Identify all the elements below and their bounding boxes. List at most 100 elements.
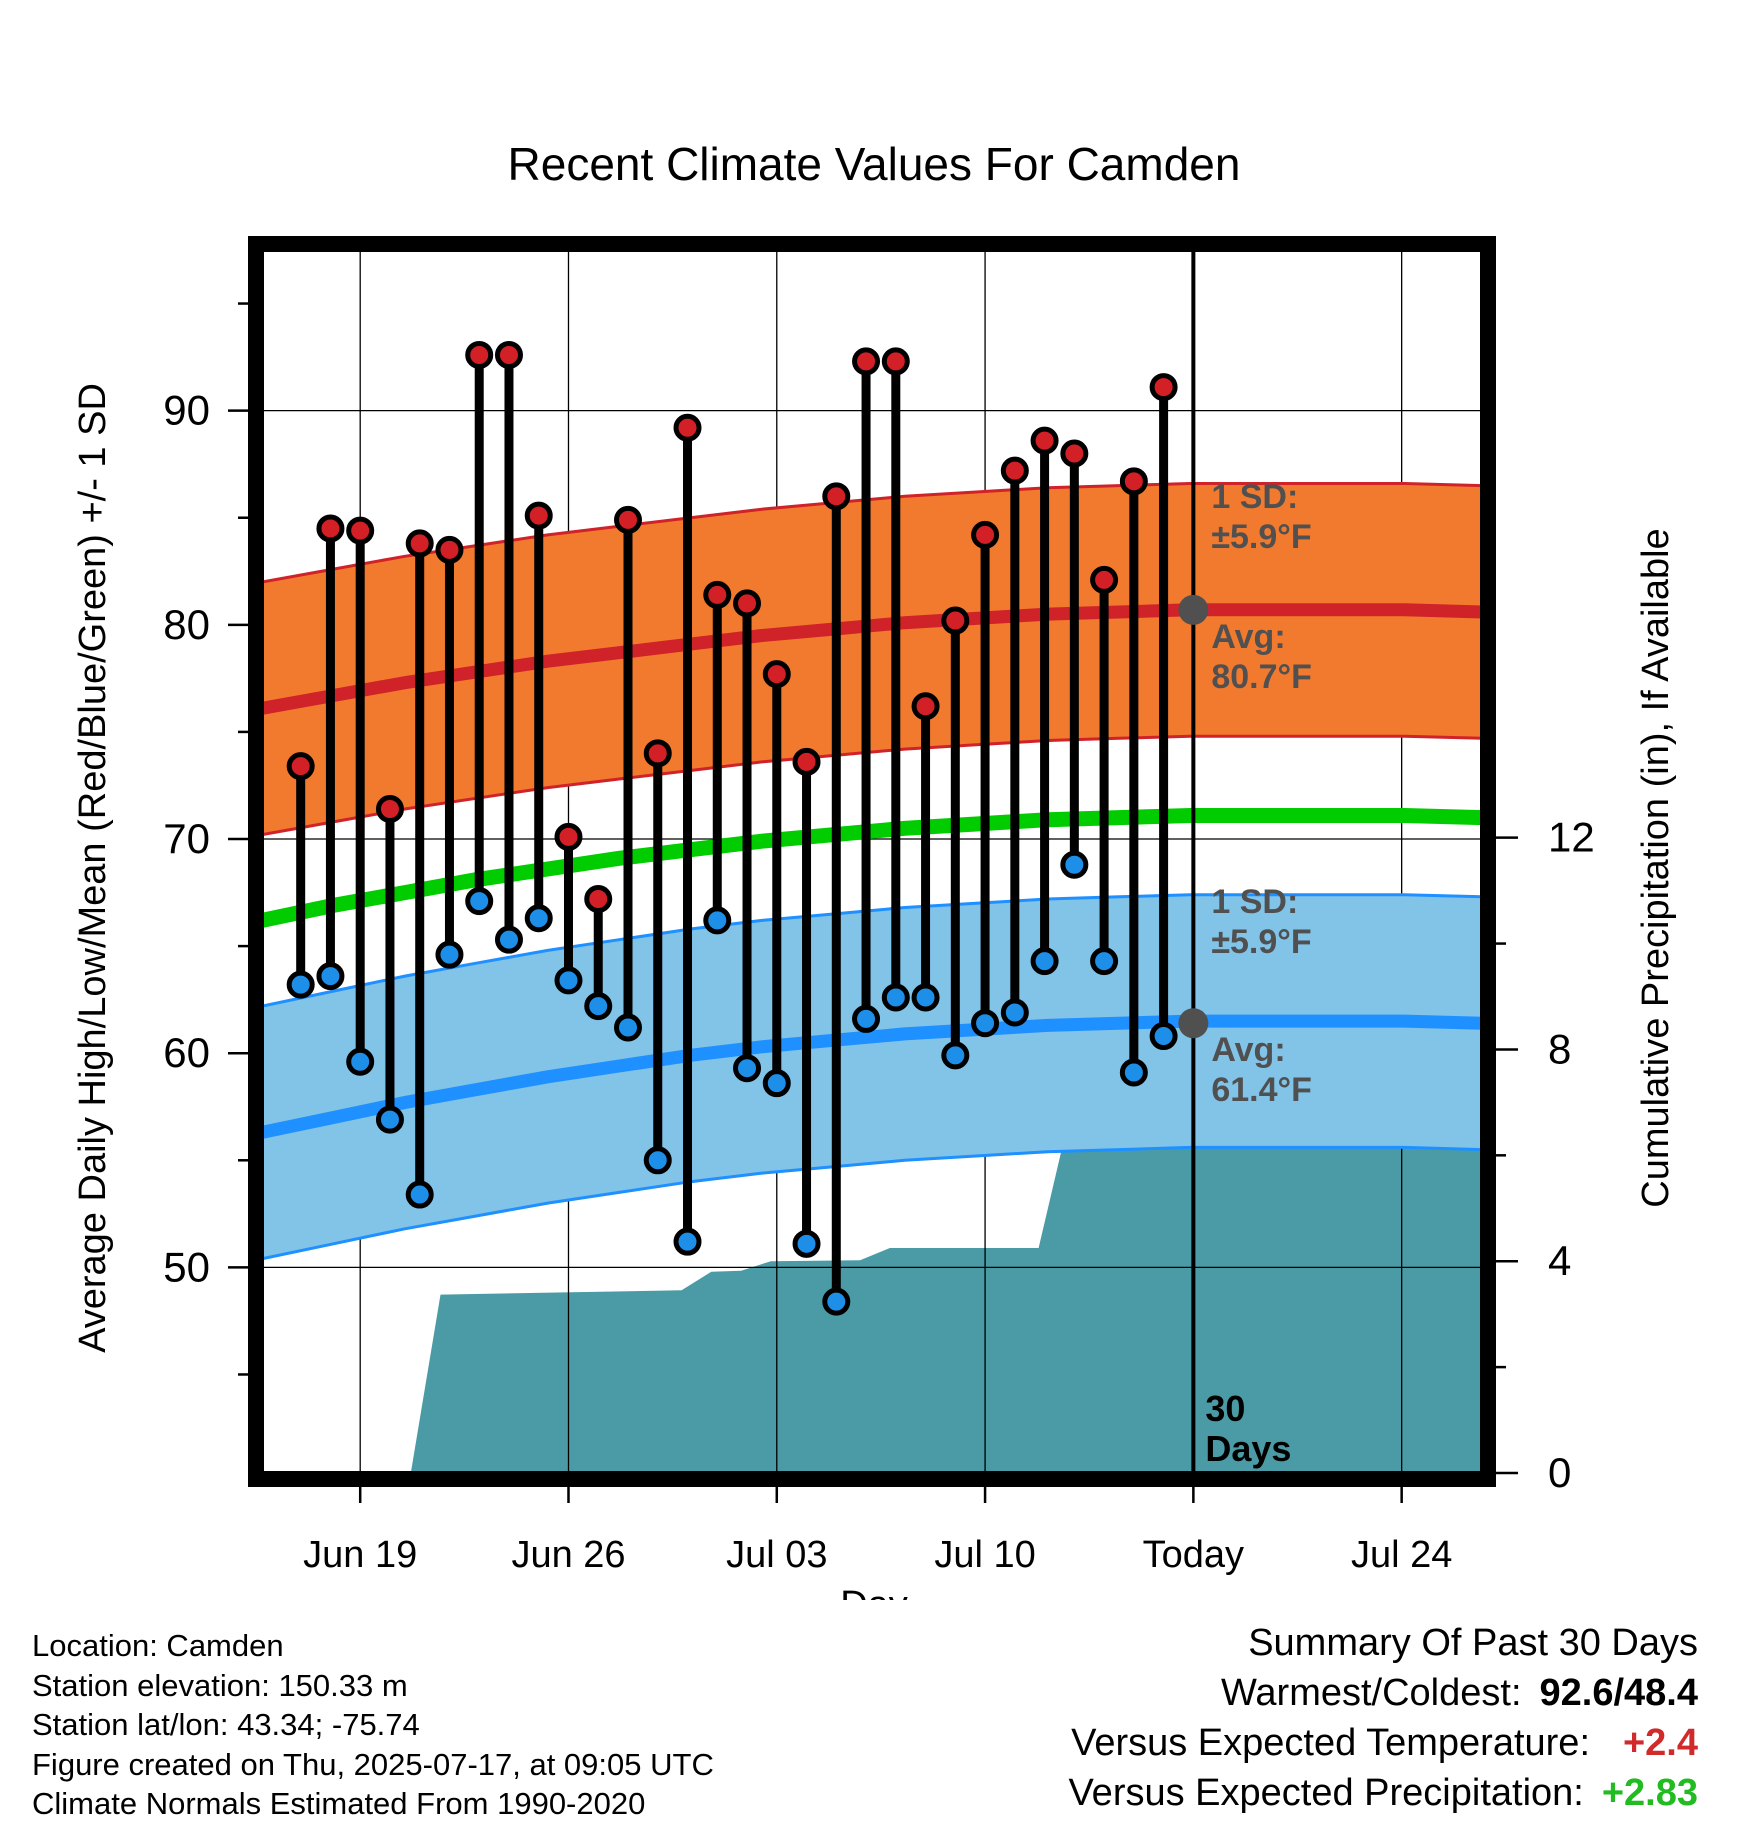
x-tick-label: Jun 26	[511, 1534, 625, 1576]
daily-high-point	[554, 822, 583, 851]
daily-high-point	[852, 347, 881, 376]
chart-title: Recent Climate Values For Camden	[508, 138, 1241, 190]
daily-high-point	[1119, 467, 1148, 496]
warmest-coldest-value: 92.6/48.4	[1539, 1672, 1698, 1714]
daily-low-point	[584, 992, 613, 1021]
daily-low-point	[1030, 947, 1059, 976]
daily-high-point	[405, 529, 434, 558]
location-text: Location: Camden	[32, 1628, 284, 1663]
daily-low-point	[911, 983, 940, 1012]
x-tick-label: Today	[1143, 1534, 1244, 1576]
warmest-coldest-row: Warmest/Coldest: 92.6/48.4	[1068, 1668, 1698, 1718]
x-tick-label: Jul 24	[1351, 1534, 1452, 1576]
daily-low-point	[762, 1069, 791, 1098]
high-avg-annotation: Avg: 80.7°F	[1211, 618, 1312, 696]
y-tick-label-right: 8	[1548, 1025, 1571, 1072]
daily-high-point	[1000, 456, 1029, 485]
daily-high-point	[822, 482, 851, 511]
y-tick-label-left: 50	[163, 1243, 210, 1290]
y-tick-label-right: 0	[1548, 1449, 1571, 1496]
daily-low-point	[435, 940, 464, 969]
daily-low-point	[792, 1229, 821, 1258]
daily-high-point	[316, 514, 345, 543]
daily-low-point	[673, 1227, 702, 1256]
daily-low-point	[852, 1004, 881, 1033]
x-axis-label: Day	[840, 1584, 908, 1600]
daily-high-point	[375, 795, 404, 824]
low-avg-annotation: Avg: 61.4°F	[1211, 1031, 1312, 1109]
elevation-text: Station elevation: 150.33 m	[32, 1667, 408, 1703]
daily-high-point	[881, 347, 910, 376]
created-text: Figure created on Thu, 2025-07-17, at 09…	[32, 1746, 714, 1782]
daily-low-point	[614, 1013, 642, 1042]
plot-frame	[248, 236, 1496, 1487]
x-tick-label: Jun 19	[303, 1534, 417, 1576]
plot-area: 1 SD: ±5.9°F Avg: 80.7°F 1 SD: ±5.9°F Avg: 61.4…	[163, 236, 1595, 1576]
daily-high-point	[465, 340, 494, 369]
y-tick-label-right: 12	[1548, 814, 1595, 861]
y-tick-label-left: 60	[163, 1029, 210, 1076]
daily-high-point	[762, 660, 791, 689]
daily-low-point	[346, 1047, 375, 1076]
daily-high-point	[1060, 439, 1089, 468]
daily-low-point	[286, 970, 315, 999]
daily-high-point	[494, 340, 523, 369]
y-tick-label-right: 4	[1548, 1237, 1571, 1284]
y-axis-label-right: Cumulative Precipitation (in), If Availa…	[1635, 528, 1677, 1207]
daily-high-point	[614, 505, 642, 534]
daily-high-point	[584, 884, 613, 913]
y-tick-label-left: 80	[163, 601, 210, 648]
daily-low-point	[465, 887, 494, 916]
precip-area	[410, 1120, 1482, 1473]
daily-high-point	[941, 606, 970, 635]
today-low-avg-marker	[1178, 1008, 1209, 1039]
x-tick-label: Jul 03	[726, 1534, 827, 1576]
daily-low-point	[1060, 850, 1089, 879]
today-high-avg-marker	[1178, 594, 1209, 625]
daily-low-point	[971, 1009, 1000, 1038]
daily-high-point	[286, 752, 315, 781]
daily-low-point	[1149, 1022, 1178, 1051]
y-tick-label-left: 70	[163, 815, 210, 862]
daily-low-point	[1090, 947, 1119, 976]
daily-high-point	[435, 535, 464, 564]
daily-low-point	[524, 904, 553, 933]
high-sd-band	[262, 483, 1482, 835]
climate-chart: Recent Climate Values For Camden Day Ave…	[72, 138, 1677, 1600]
daily-low-point	[643, 1146, 672, 1175]
high-sd-annotation: 1 SD: ±5.9°F	[1211, 478, 1311, 556]
temp-vs-expected-label: Versus Expected Temperature:	[1071, 1722, 1590, 1764]
summary-panel: Summary Of Past 30 Days Warmest/Coldest:…	[1068, 1618, 1698, 1818]
daily-low-point	[405, 1180, 434, 1209]
low-band-lower-edge	[262, 1145, 1482, 1261]
daily-high-point	[911, 692, 940, 721]
daily-low-point	[703, 906, 732, 935]
normal-low-line	[262, 1014, 1482, 1139]
y-tick-label-left: 90	[163, 387, 210, 434]
daily-low-point	[316, 962, 345, 991]
precip-vs-expected-value: +2.83	[1601, 1772, 1698, 1814]
daily-low-point	[554, 966, 583, 995]
daily-high-point	[971, 520, 1000, 549]
daily-low-point	[881, 983, 910, 1012]
precip-vs-expected-row: Versus Expected Precipitation: +2.83	[1068, 1768, 1698, 1818]
daily-high-point	[1149, 373, 1178, 402]
summary-title: Summary Of Past 30 Days	[1248, 1622, 1698, 1664]
daily-high-point	[733, 589, 762, 618]
x-tick-label: Jul 10	[934, 1534, 1035, 1576]
daily-low-point	[822, 1287, 851, 1316]
plot-inner: 1 SD: ±5.9°F Avg: 80.7°F 1 SD: ±5.9°F Avg: 61.4…	[262, 250, 1482, 1473]
daily-high-point	[792, 747, 821, 776]
latlon-text: Station lat/lon: 43.34; -75.74	[32, 1707, 420, 1742]
y-axis-label-left: Average Daily High/Low/Mean (Red/Blue/Gr…	[72, 383, 114, 1353]
warmest-coldest-label: Warmest/Coldest:	[1220, 1672, 1522, 1714]
temp-vs-expected-row: Versus Expected Temperature: +2.4	[1068, 1718, 1698, 1768]
temp-vs-expected-value: +2.4	[1622, 1722, 1698, 1764]
station-metadata: Location: Camden Station elevation: 150.…	[32, 1626, 714, 1824]
daily-low-point	[1119, 1058, 1148, 1087]
daily-low-point	[494, 925, 523, 954]
normals-text: Climate Normals Estimated From 1990-2020	[32, 1786, 646, 1821]
daily-high-point	[524, 501, 553, 530]
precip-vs-expected-label: Versus Expected Precipitation:	[1068, 1772, 1584, 1814]
daily-high-point	[643, 739, 672, 768]
